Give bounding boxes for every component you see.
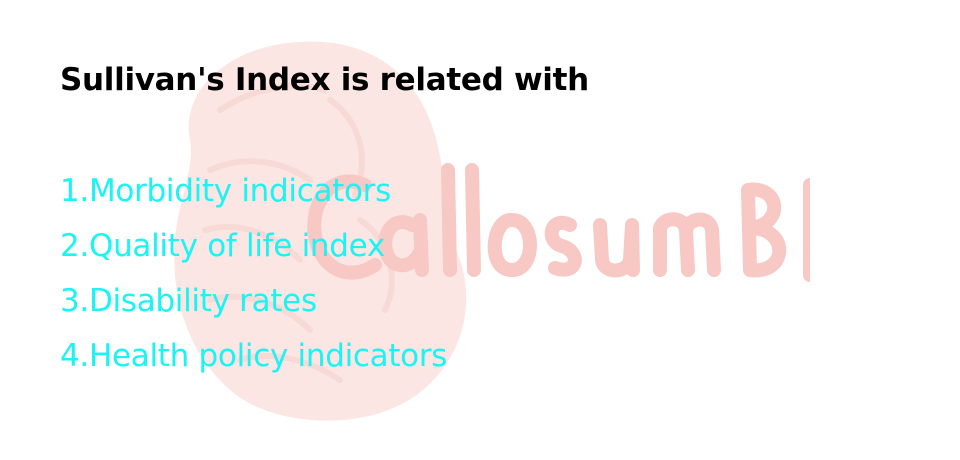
watermark-logo bbox=[150, 20, 810, 440]
option-1: 1.Morbidity indicators bbox=[60, 173, 391, 209]
brain-watermark-icon bbox=[174, 41, 810, 421]
options-list: 1.Morbidity indicators 2.Quality of life… bbox=[60, 164, 447, 384]
question-title: Sullivan's Index is related with bbox=[60, 62, 589, 98]
option-4: 4.Health policy indicators bbox=[60, 338, 448, 374]
option-3: 3.Disability rates bbox=[60, 283, 317, 319]
option-2: 2.Quality of life index bbox=[60, 228, 385, 264]
